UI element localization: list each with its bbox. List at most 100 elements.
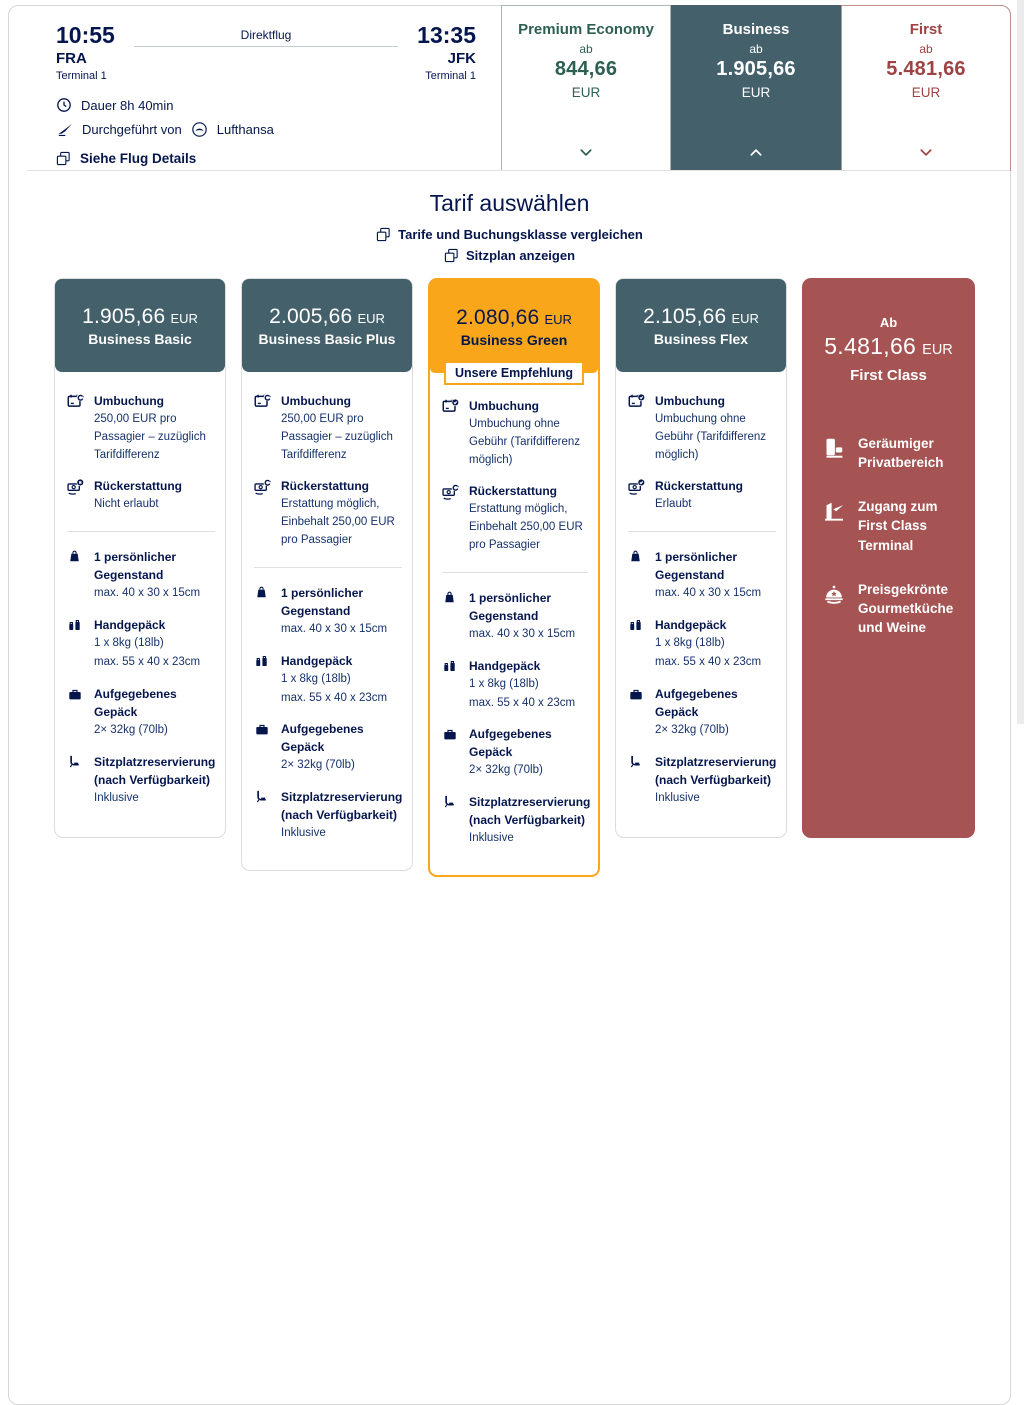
feature-title: 1 persönlicher Gegenstand: [469, 590, 552, 623]
fare-price-currency: EUR: [357, 310, 385, 326]
fare-card-header: 2.080,66 EUR Business Green Unsere Empfehlu…: [430, 280, 598, 385]
fare-feature: 1 persönlicher Gegenstand max. 40 x 30 x …: [254, 584, 404, 639]
feature-title: Rückerstattung: [281, 479, 370, 494]
feature-description: max. 55 x 40 x 23cm: [469, 696, 576, 709]
chevron-up-icon: [749, 145, 764, 160]
seat-icon: [628, 753, 646, 808]
feature-description: max. 55 x 40 x 23cm: [655, 655, 762, 668]
cabin-class-tabs: Premium Economy ab 844,66 EUR Business a…: [501, 5, 1011, 171]
fare-card-body: Umbuchung 250,00 EUR pro Passagier – zuzü…: [242, 372, 412, 870]
route-type-label: Direktflug: [240, 28, 292, 42]
feature-description: Erstattung möglich, Einbehalt 250,00 EUR…: [281, 498, 395, 547]
feature-title: Umbuchung: [281, 394, 351, 408]
feature-title: Aufgegebenes Gepäck: [281, 722, 364, 755]
private-suite-icon: [822, 434, 846, 460]
fare-name: Business Green: [460, 331, 568, 348]
fare-feature: Handgepäck 1 x 8kg (18lb) max. 55 x 40 x 2…: [67, 616, 217, 672]
fare-card-business-flex[interactable]: 2.105,66 EUR Business Flex Umbuchung Umbuchu…: [615, 278, 787, 838]
fare-feature: Umbuchung 250,00 EUR pro Passagier – zuzü…: [67, 392, 217, 464]
personal-item-icon: [442, 589, 460, 644]
fare-price-amount: 1.905,66: [82, 304, 166, 328]
tab-currency: EUR: [911, 85, 941, 100]
calendar-sync-icon: [254, 392, 272, 464]
tab-ab-label: ab: [579, 42, 593, 56]
tab-price: 5.481,66: [886, 58, 966, 80]
seatmap-icon: [444, 248, 459, 263]
flight-header: 10:55 FRA Terminal 1 Direktflug 13:35 JF…: [9, 5, 1011, 171]
departure-airport: FRA: [56, 50, 87, 68]
fare-feature: Rückerstattung Erstattung möglich, Einbeh…: [254, 477, 404, 549]
personal-item-icon: [628, 548, 646, 603]
feature-description: 250,00 EUR pro Passagier – zuzüglich Tar…: [94, 413, 206, 461]
card-divider: [442, 571, 588, 573]
fare-name: Business Flex: [653, 330, 749, 347]
fare-price-currency: EUR: [544, 311, 572, 327]
compare-fares-link[interactable]: Tarife und Buchungsklasse vergleichen: [9, 227, 1010, 242]
flight-summary: 10:55 FRA Terminal 1 Direktflug 13:35 JF…: [56, 23, 476, 166]
seatmap-link[interactable]: Sitzplan anzeigen: [9, 248, 1010, 263]
tab-first[interactable]: First ab 5.481,66 EUR: [841, 5, 1011, 171]
fare-price: 2.005,66 EUR: [269, 305, 385, 329]
fare-feature: Rückerstattung Erstattung möglich, Einbeh…: [442, 482, 590, 554]
tab-ab-label: ab: [749, 42, 763, 56]
departure-terminal: Terminal 1: [56, 70, 107, 83]
feature-description: Inklusive: [281, 827, 326, 840]
hand-luggage-icon: [254, 652, 272, 708]
feature-description: 2× 32kg (70lb): [94, 723, 168, 736]
arrival-block: 13:35 JFK Terminal 1: [412, 23, 476, 82]
card-divider: [254, 566, 402, 568]
compare-fares-link-label: Tarife und Buchungsklasse vergleichen: [398, 227, 643, 242]
duration-label: Dauer 8h 40min: [81, 97, 174, 113]
airplane-icon: [56, 121, 73, 138]
first-price-amount: 5.481,66: [824, 333, 917, 359]
tab-name: First: [909, 21, 943, 38]
first-price-currency: EUR: [922, 342, 953, 358]
hand-luggage-icon: [628, 616, 646, 672]
feature-description: 2× 32kg (70lb): [655, 723, 729, 736]
feature-title: Handgepäck: [469, 658, 541, 673]
tab-premium-economy[interactable]: Premium Economy ab 844,66 EUR: [501, 5, 671, 171]
feature-title: Handgepäck: [94, 618, 166, 633]
departure-time: 10:55: [56, 22, 115, 48]
feature-description: max. 40 x 30 x 15cm: [469, 627, 576, 640]
checked-baggage-icon: [254, 720, 272, 775]
fare-name: Business Basic: [88, 330, 192, 347]
fare-feature: 1 persönlicher Gegenstand max. 40 x 30 x …: [67, 548, 217, 603]
fare-card-business-basic[interactable]: 1.905,66 EUR Business Basic Umbuchung 250,00…: [54, 278, 226, 838]
feature-description: max. 55 x 40 x 23cm: [281, 691, 388, 704]
duration-row: Dauer 8h 40min: [56, 97, 476, 113]
fare-card-business-green[interactable]: 2.080,66 EUR Business Green Unsere Empfehlu…: [428, 278, 600, 877]
refund-sync-icon: [442, 482, 460, 554]
fare-cards-row: 1.905,66 EUR Business Basic Umbuchung 250,00…: [54, 278, 975, 877]
feature-title: Sitzplatzreservierung (nach Verfügbarkei…: [281, 790, 403, 823]
feature-description: 1 x 8kg (18lb): [281, 672, 351, 685]
feature-description: 250,00 EUR pro Passagier – zuzüglich Tar…: [281, 413, 393, 461]
feature-description: max. 40 x 30 x 15cm: [281, 622, 388, 635]
feature-title: Sitzplatzreservierung (nach Verfügbarkei…: [469, 795, 591, 828]
fare-price-amount: 2.005,66: [269, 304, 353, 328]
fare-card-header: 2.005,66 EUR Business Basic Plus: [242, 279, 412, 372]
fare-feature: Umbuchung 250,00 EUR pro Passagier – zuzü…: [254, 392, 404, 464]
fare-card-first-class[interactable]: Ab 5.481,66 EUR First Class Geräumiger P…: [802, 278, 975, 838]
first-card-name: First Class: [850, 367, 927, 384]
feature-title: Umbuchung: [655, 394, 725, 408]
hand-luggage-icon: [442, 657, 460, 713]
fare-feature: Handgepäck 1 x 8kg (18lb) max. 55 x 40 x 2…: [254, 652, 404, 708]
feature-description: Nicht erlaubt: [94, 498, 159, 511]
feature-description: 2× 32kg (70lb): [469, 764, 543, 777]
flight-details-link[interactable]: Siehe Flug Details: [56, 151, 476, 166]
fare-card-body: Umbuchung Umbuchung ohne Gebühr (Tarifdif…: [430, 373, 598, 875]
fare-name: Business Basic Plus: [258, 330, 396, 347]
feature-description: 1 x 8kg (18lb): [655, 637, 725, 650]
refund-x-icon: [67, 477, 85, 514]
feature-title: Aufgegebenes Gepäck: [94, 686, 177, 719]
fare-card-business-basic-plus[interactable]: 2.005,66 EUR Business Basic Plus Umbuchung 2…: [241, 278, 413, 871]
tab-name: Business: [722, 21, 790, 38]
first-class-feature: Geräumiger Privatbereich: [822, 434, 962, 472]
first-ab-label: Ab: [879, 315, 898, 330]
tab-business[interactable]: Business ab 1.905,66 EUR: [671, 5, 841, 171]
card-divider: [628, 531, 776, 533]
arrival-airport: JFK: [447, 50, 476, 68]
first-class-feature-label: Geräumiger Privatbereich: [858, 436, 944, 471]
feature-description: Inklusive: [655, 791, 700, 804]
